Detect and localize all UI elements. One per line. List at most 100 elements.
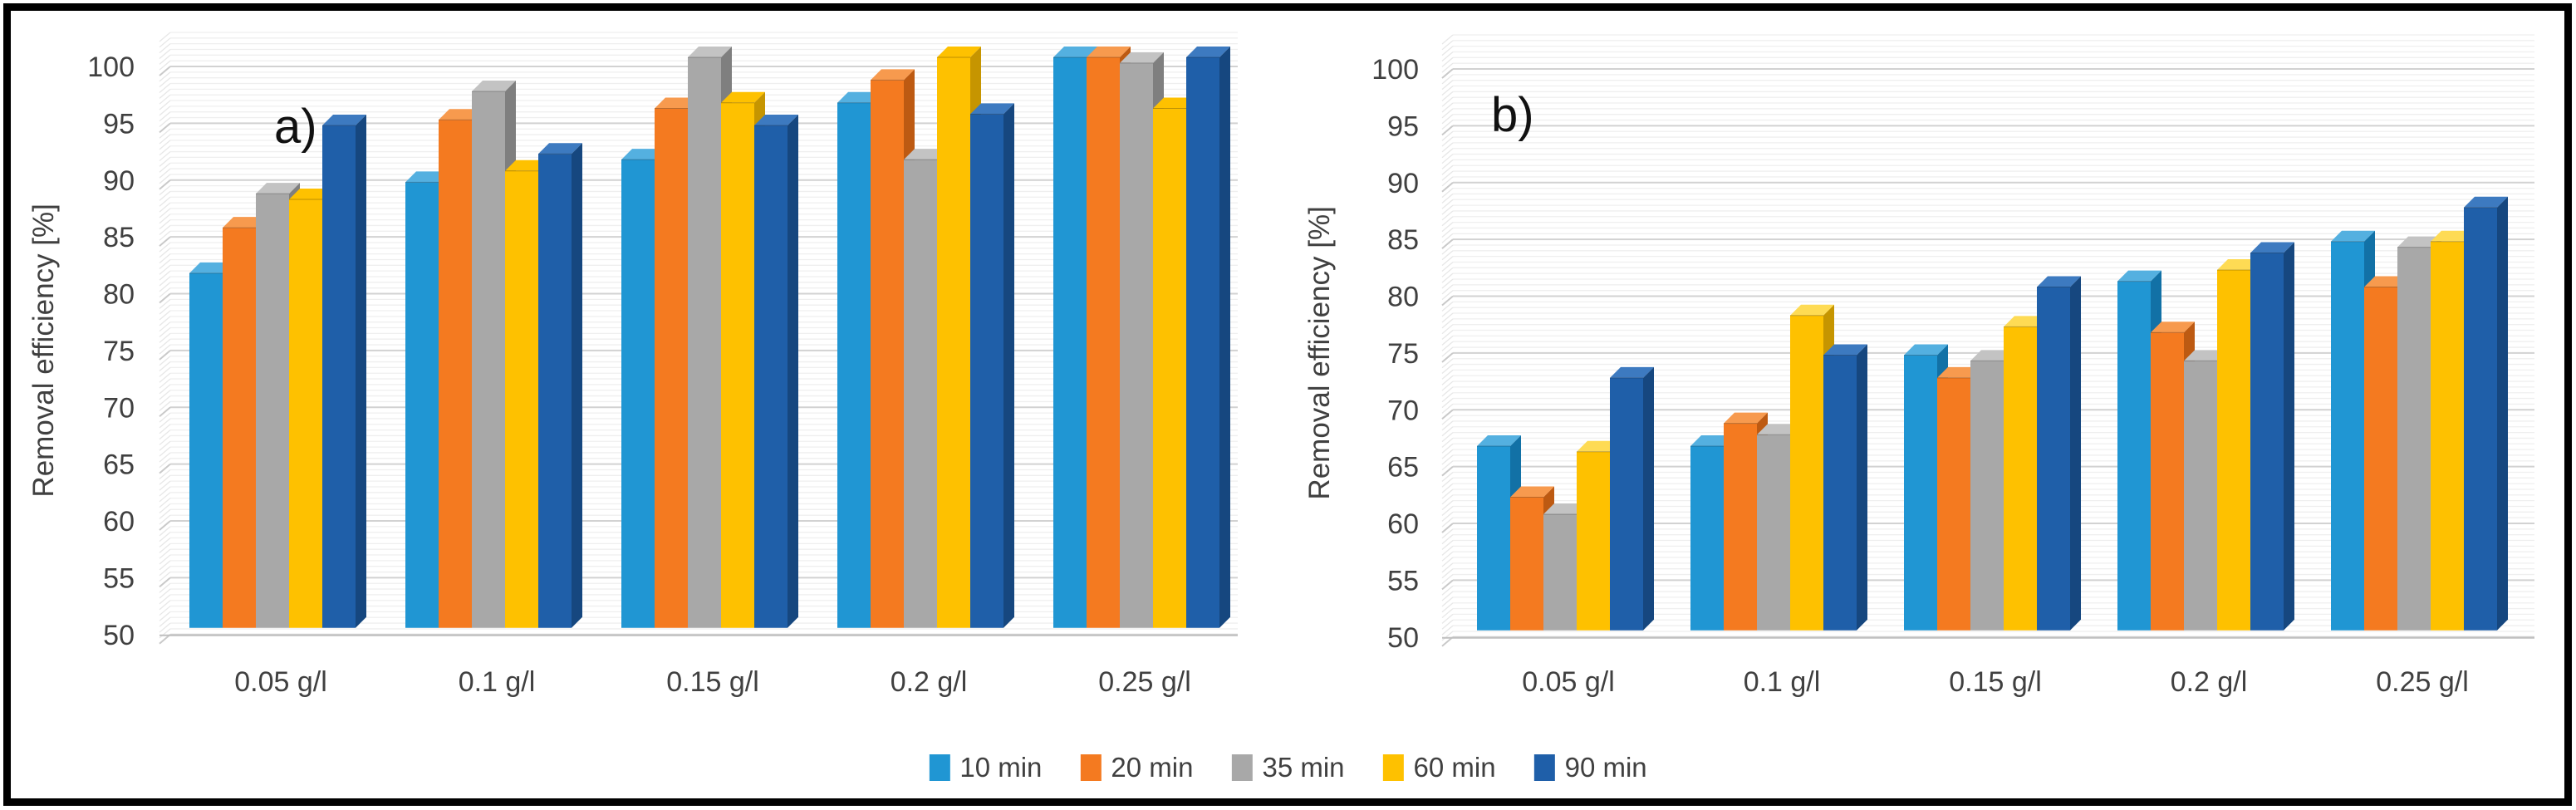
side-wall-hatch xyxy=(1441,483,1454,493)
bar-top-face xyxy=(2004,316,2048,327)
bar-side-face xyxy=(2070,276,2081,631)
bar-front-face xyxy=(2431,241,2464,631)
bar-front-face xyxy=(1087,57,1120,628)
side-wall-hatch xyxy=(1441,56,1454,67)
bar-front-face xyxy=(256,194,289,628)
side-wall-hatch xyxy=(1441,488,1454,499)
side-wall-hatch xyxy=(1441,568,1454,579)
bar-group-0.15 xyxy=(1904,276,2081,631)
side-wall-hatch xyxy=(1441,256,1454,267)
bar-top-face xyxy=(1477,434,1521,446)
bar-front-face xyxy=(2464,207,2497,631)
bar-front-face xyxy=(904,160,937,628)
side-wall-hatch xyxy=(159,440,171,451)
side-wall-hatch xyxy=(159,390,171,400)
y-tick-label: 55 xyxy=(1387,565,1419,596)
side-wall-hatch xyxy=(159,616,171,627)
side-wall-hatch xyxy=(1441,432,1454,443)
side-wall-hatch xyxy=(159,463,171,474)
side-wall-hatch xyxy=(159,106,171,116)
side-wall-hatch xyxy=(1441,386,1454,397)
side-wall-hatch xyxy=(1441,380,1454,391)
bar-top-face xyxy=(1937,366,1981,378)
side-wall-hatch xyxy=(159,32,171,42)
y-tick-label: 90 xyxy=(103,165,135,197)
side-wall-hatch xyxy=(1441,392,1454,403)
side-wall-hatch xyxy=(1441,443,1454,454)
bar-group-0.05 xyxy=(189,115,366,628)
side-wall-hatch xyxy=(1441,222,1454,233)
side-wall-hatch xyxy=(159,469,171,479)
side-wall-hatch xyxy=(1441,608,1454,619)
side-wall-hatch xyxy=(159,292,171,304)
side-wall-hatch xyxy=(159,566,171,577)
side-wall-hatch xyxy=(1441,437,1454,448)
side-wall-hatch xyxy=(1441,227,1454,238)
bar-front-face xyxy=(1120,62,1153,628)
side-wall-hatch xyxy=(159,185,171,196)
bar-front-face xyxy=(405,182,439,628)
bar-front-face xyxy=(754,125,788,628)
side-wall-hatch xyxy=(159,344,171,355)
side-wall-hatch xyxy=(1441,91,1454,101)
x-tick-label: 0.05 g/l xyxy=(1522,666,1615,698)
x-tick-label: 0.1 g/l xyxy=(1744,666,1821,698)
side-wall-hatch xyxy=(159,606,171,616)
side-wall-hatch xyxy=(1441,619,1454,630)
y-tick-label: 75 xyxy=(103,336,135,367)
side-wall-hatch xyxy=(1441,108,1454,119)
side-wall-hatch xyxy=(159,122,171,134)
panel-letter: b) xyxy=(1491,88,1534,142)
side-wall-hatch xyxy=(1441,330,1454,341)
side-wall-hatch xyxy=(1441,238,1454,249)
side-wall-hatch xyxy=(1441,511,1454,522)
side-wall-hatch xyxy=(159,224,171,235)
bar-90min-0.15 xyxy=(2037,276,2081,631)
bar-top-face xyxy=(754,115,798,126)
side-wall-hatch xyxy=(159,332,171,343)
legend-label: 10 min xyxy=(959,752,1043,783)
side-wall-hatch xyxy=(159,83,171,94)
side-wall-hatch xyxy=(1441,460,1454,471)
bar-top-face xyxy=(472,81,516,92)
bar-front-face xyxy=(1153,108,1186,628)
side-wall-hatch xyxy=(159,94,171,105)
side-wall-hatch xyxy=(1441,312,1454,323)
bar-top-face xyxy=(2250,242,2294,253)
bar-top-face xyxy=(721,91,765,103)
bar-90min-0.1 xyxy=(1823,344,1867,631)
side-wall-hatch xyxy=(159,60,171,71)
side-wall-hatch xyxy=(1441,574,1454,585)
bar-side-face xyxy=(1857,344,1867,631)
bar-top-face xyxy=(1120,52,1164,63)
side-wall-hatch xyxy=(1441,369,1454,380)
side-wall-hatch xyxy=(159,236,171,247)
side-wall-hatch xyxy=(1441,210,1454,221)
side-wall-hatch xyxy=(159,338,171,349)
side-wall-hatch xyxy=(1441,557,1454,567)
side-wall-hatch xyxy=(159,168,171,179)
bar-top-face xyxy=(1690,434,1735,446)
bar-top-face xyxy=(1904,344,1948,356)
side-wall-hatch xyxy=(159,214,171,224)
bar-top-face xyxy=(2184,350,2228,361)
x-tick-label: 0.15 g/l xyxy=(1949,666,2042,698)
bar-90min-0.25 xyxy=(1186,47,1230,628)
side-wall-hatch xyxy=(1441,420,1454,431)
bar-top-face xyxy=(837,91,881,103)
side-wall-hatch xyxy=(1441,86,1454,96)
side-wall-hatch xyxy=(159,219,171,230)
bar-top-face xyxy=(1823,344,1867,356)
side-wall-hatch xyxy=(1441,415,1454,425)
side-wall-hatch xyxy=(159,508,171,519)
side-wall-hatch xyxy=(159,202,171,213)
side-wall-hatch xyxy=(1441,364,1454,375)
side-wall-hatch xyxy=(159,514,171,525)
side-wall-hatch xyxy=(1441,505,1454,516)
side-wall-hatch xyxy=(1441,148,1454,159)
bar-top-face xyxy=(538,143,582,155)
bar-front-face xyxy=(1186,57,1219,628)
bar-top-face xyxy=(1610,366,1654,378)
side-wall-hatch xyxy=(159,356,171,366)
